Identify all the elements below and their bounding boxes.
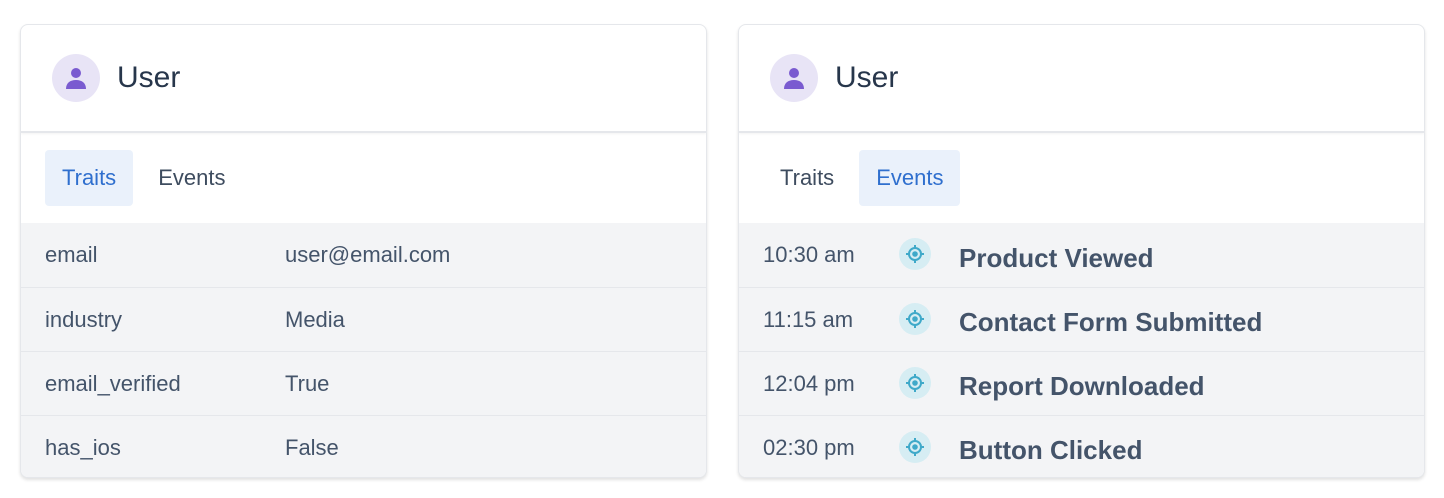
card-header: User — [739, 25, 1424, 133]
event-time: 10:30 am — [763, 242, 855, 267]
card-header: User — [21, 25, 706, 133]
tab-traits[interactable]: Traits — [45, 150, 134, 206]
tab-traits[interactable]: Traits — [780, 165, 835, 190]
user-traits-card: User Traits Events email user@email.com i… — [20, 24, 707, 478]
trait-row: industry Media — [21, 287, 706, 351]
events-list: 10:30 am Product Viewed 11:15 am Contact… — [739, 223, 1424, 477]
avatar — [52, 54, 100, 102]
target-icon — [899, 430, 931, 463]
traits-list: email user@email.com industry Media email_… — [21, 223, 706, 477]
event-name: Button Clicked — [959, 435, 1143, 465]
trait-key: has_ios — [45, 434, 121, 460]
event-row: 10:30 am Product Viewed — [739, 223, 1424, 287]
trait-value: Media — [285, 306, 345, 332]
target-icon — [899, 238, 931, 270]
event-time: 12:04 pm — [763, 370, 855, 396]
event-time: 11:15 am — [763, 306, 854, 332]
event-time: 02:30 pm — [763, 434, 855, 460]
trait-key: email_verified — [45, 370, 181, 396]
target-icon — [899, 302, 931, 335]
event-name: Report Downloaded — [959, 371, 1205, 401]
tab-bar: Traits Events — [739, 133, 1424, 223]
avatar — [770, 54, 818, 102]
trait-value: True — [285, 370, 330, 396]
tab-events[interactable]: Events — [859, 150, 961, 206]
trait-key: industry — [45, 306, 123, 332]
user-icon — [784, 68, 804, 89]
card-title: User — [835, 61, 899, 94]
event-name: Contact Form Submitted — [959, 307, 1263, 337]
event-row: 12:04 pm Report Downloaded — [739, 351, 1424, 415]
user-events-card: User Traits Events 10:30 am Product View… — [738, 24, 1425, 478]
trait-value: user@email.com — [285, 242, 451, 267]
tab-events[interactable]: Events — [158, 165, 226, 190]
target-icon — [899, 366, 931, 399]
trait-value: False — [285, 434, 339, 460]
user-icon — [66, 68, 86, 89]
trait-key: email — [45, 242, 98, 267]
card-title: User — [117, 61, 181, 94]
event-row: 02:30 pm Button Clicked — [739, 415, 1424, 477]
trait-row: has_ios False — [21, 415, 706, 477]
event-row: 11:15 am Contact Form Submitted — [739, 287, 1424, 351]
tab-bar: Traits Events — [21, 133, 706, 223]
trait-row: email_verified True — [21, 351, 706, 415]
event-name: Product Viewed — [959, 242, 1154, 273]
trait-row: email user@email.com — [21, 223, 706, 287]
